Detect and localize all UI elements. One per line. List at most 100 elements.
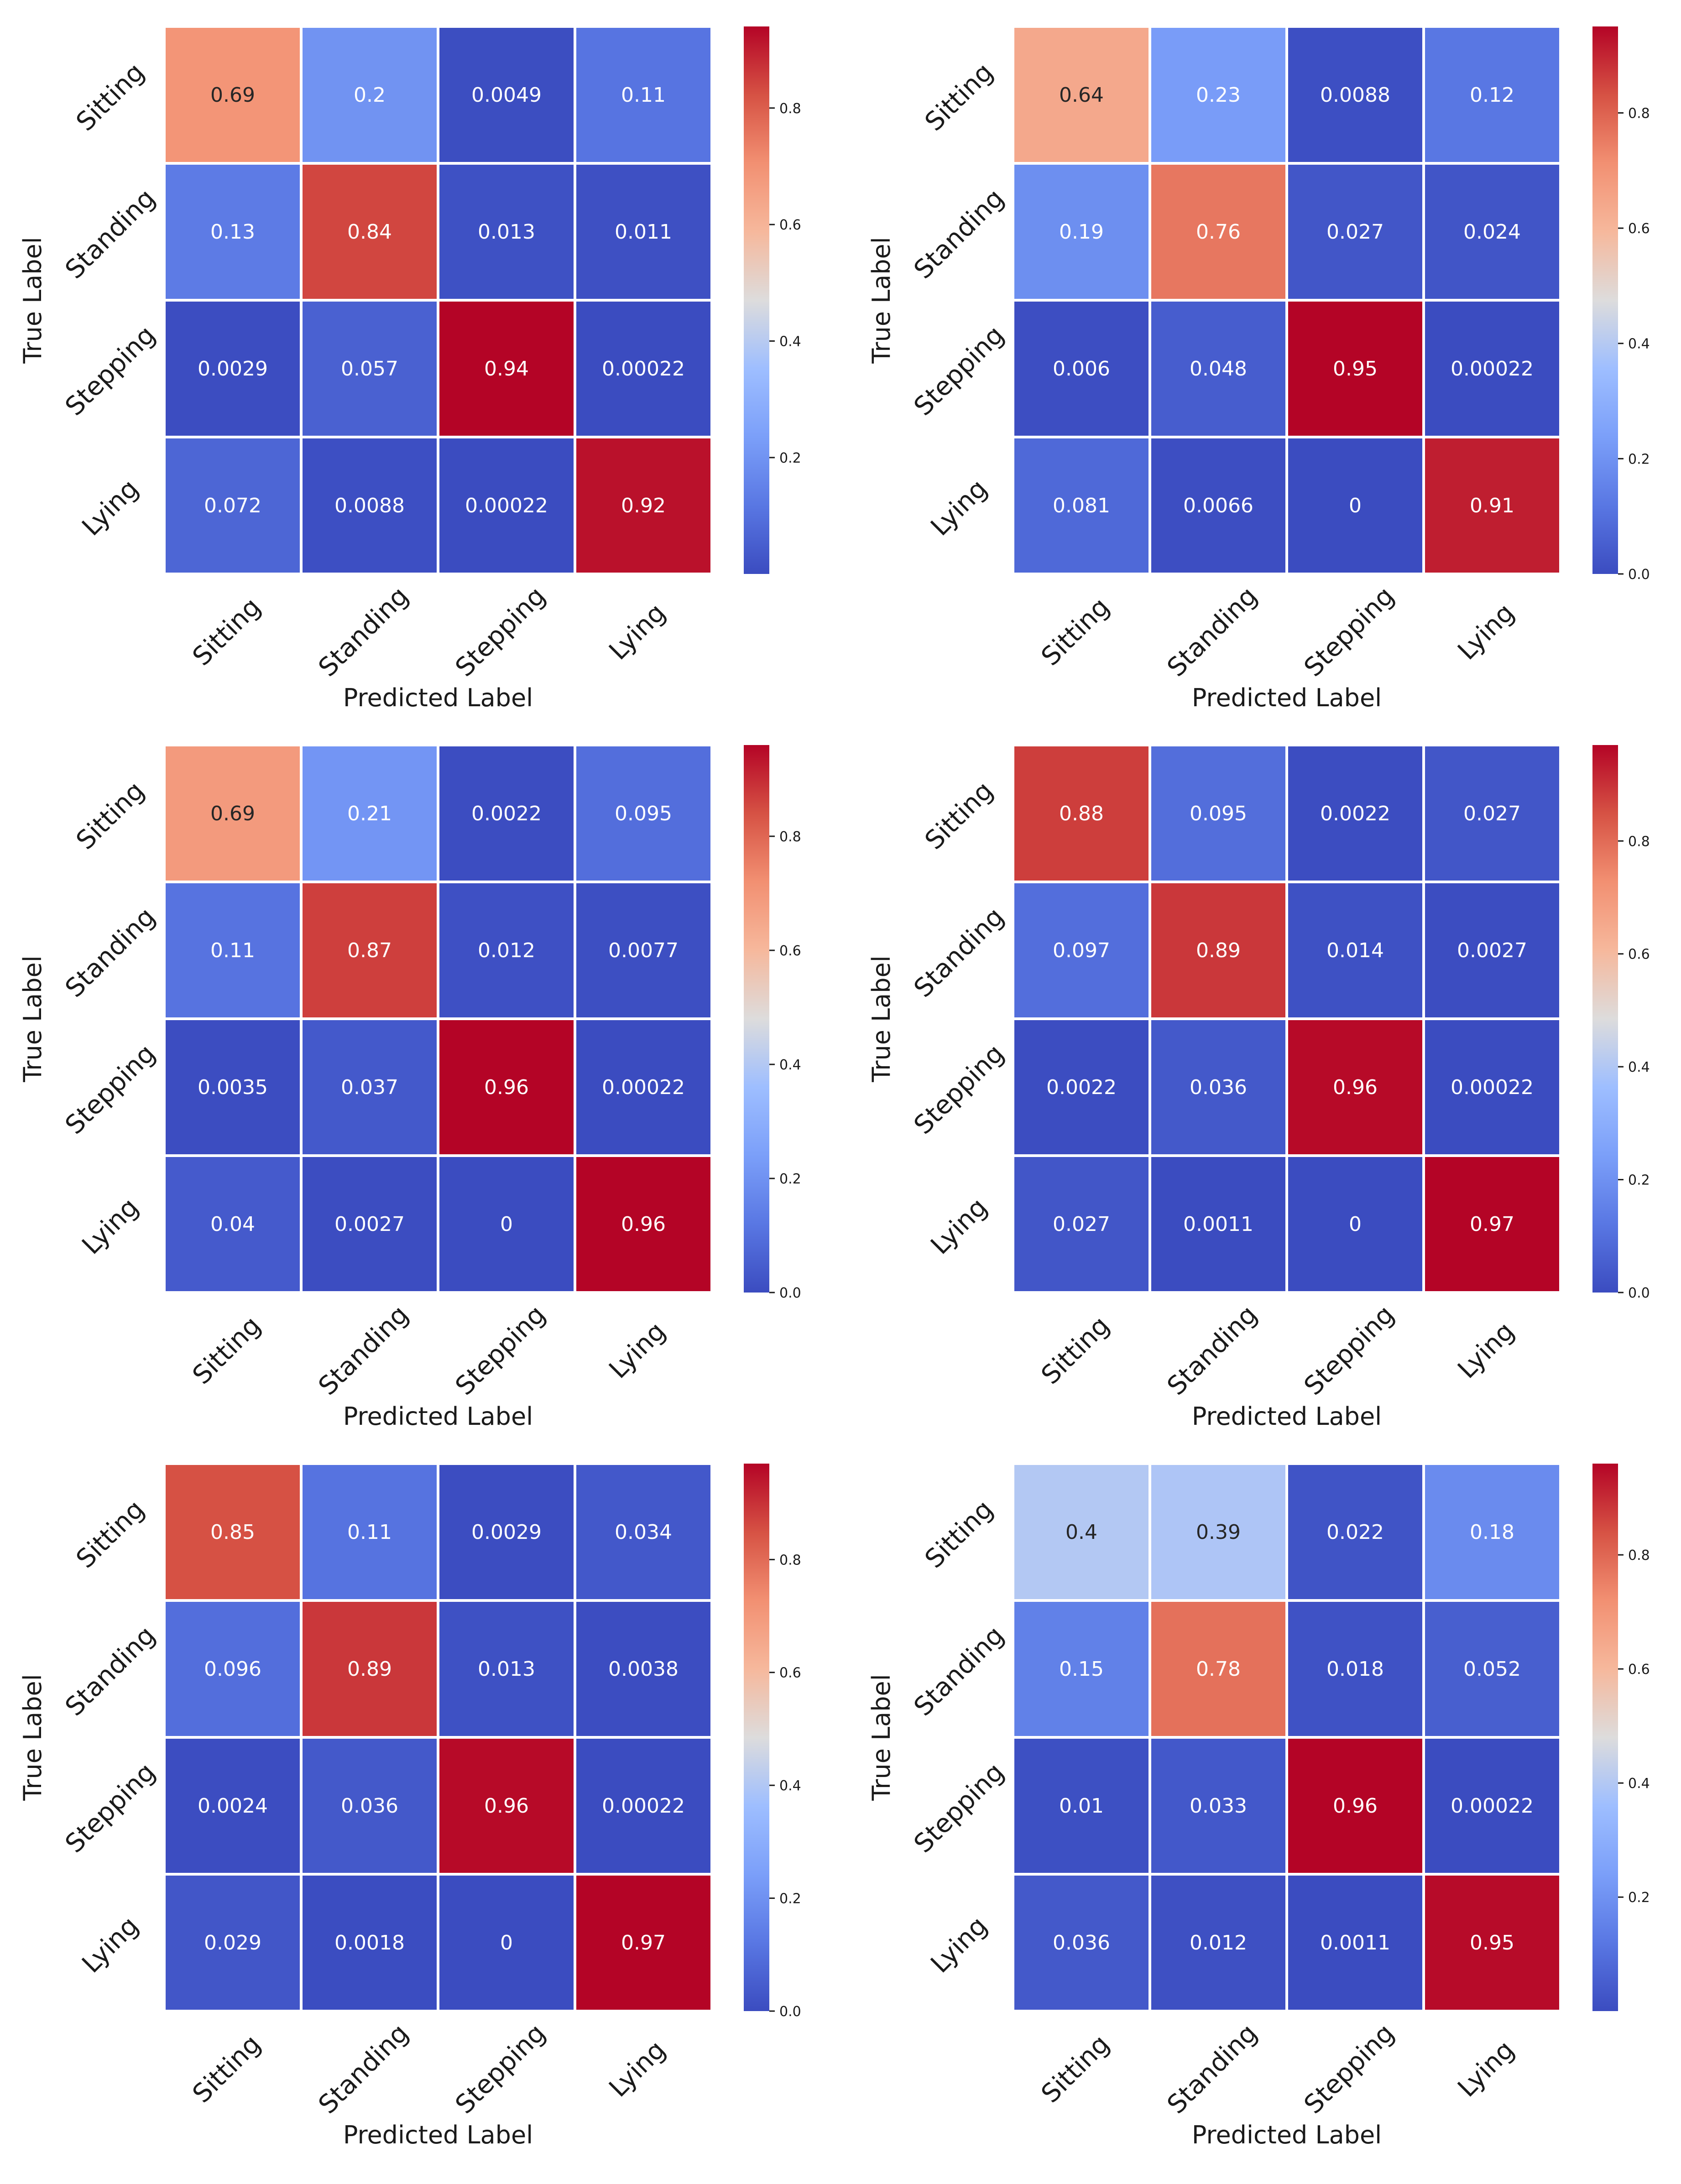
colorbar bbox=[744, 26, 769, 574]
y-tick-label: Stepping bbox=[908, 1757, 1010, 1859]
y-tick-label: Sitting bbox=[71, 776, 150, 855]
heatmap-cell bbox=[300, 299, 439, 438]
cell-value-label: 0.19 bbox=[1059, 220, 1104, 244]
cell-value-label: 0.0088 bbox=[334, 494, 405, 517]
heatmap-cell bbox=[1149, 162, 1288, 302]
cell-value-label: 0.014 bbox=[1326, 939, 1384, 962]
x-tick-label: Lying bbox=[1452, 2035, 1520, 2103]
cell-value-label: 0.027 bbox=[1326, 220, 1384, 244]
heatmap-cell bbox=[1149, 881, 1288, 1020]
cell-value-label: 0 bbox=[1349, 1213, 1362, 1236]
cell-value-label: 0.00022 bbox=[465, 494, 548, 517]
y-axis-title: True Label bbox=[867, 955, 896, 1083]
x-axis-title: Predicted Label bbox=[1192, 1402, 1382, 1431]
heatmap-cell bbox=[1422, 25, 1562, 165]
cell-value-label: 0.0088 bbox=[1320, 83, 1390, 107]
colorbar-tick-label: 0.2 bbox=[779, 1891, 801, 1907]
cell-value-label: 0.034 bbox=[615, 1521, 672, 1544]
x-tick-label: Sitting bbox=[1036, 1311, 1115, 1390]
heatmap-cell bbox=[574, 1736, 713, 1876]
cell-value-label: 0.13 bbox=[210, 220, 255, 244]
heatmap-cell bbox=[1149, 744, 1288, 883]
panel-c: 0.69 0.21 0.0022 0.095 0.11 0.87 0.012 0.0077 0.… bbox=[18, 744, 801, 1515]
y-tick-label: Stepping bbox=[60, 1039, 161, 1140]
y-tick-label: Sitting bbox=[919, 776, 999, 855]
y-axis-title: True Label bbox=[867, 237, 896, 364]
x-tick-label: Stepping bbox=[450, 1300, 551, 1401]
heatmap-cell bbox=[1149, 436, 1288, 575]
heatmap-cell bbox=[1012, 744, 1151, 883]
x-tick-label: Sitting bbox=[187, 592, 266, 672]
colorbar-tick-label: 0.2 bbox=[779, 450, 801, 466]
heatmap-cell bbox=[163, 436, 303, 575]
panel-d: 0.88 0.095 0.0022 0.027 0.097 0.89 0.014 0.0027… bbox=[867, 744, 1650, 1515]
heatmap-cell bbox=[163, 1462, 303, 1602]
heatmap-cell bbox=[1012, 1599, 1151, 1739]
cell-value-label: 0 bbox=[500, 1213, 513, 1236]
heatmap-cell bbox=[300, 25, 439, 165]
cell-value-label: 0.89 bbox=[347, 1658, 392, 1681]
cell-value-label: 0.0022 bbox=[1320, 802, 1390, 825]
colorbar-tick-label: 0.4 bbox=[1628, 336, 1650, 352]
x-tick-label: Sitting bbox=[1036, 2029, 1115, 2109]
cell-value-label: 0 bbox=[1349, 494, 1362, 517]
x-tick-label: Standing bbox=[313, 581, 414, 683]
cell-value-label: 0.024 bbox=[1463, 220, 1521, 244]
colorbar-tick-label: 0.6 bbox=[1628, 1662, 1650, 1678]
colorbar-tick-label: 0.2 bbox=[1628, 1173, 1650, 1188]
heatmap-cell bbox=[1012, 1736, 1151, 1876]
y-tick-label: Sitting bbox=[919, 1495, 999, 1574]
heatmap-cell bbox=[1422, 1736, 1562, 1876]
cell-value-label: 0.0024 bbox=[198, 1794, 268, 1818]
y-axis-title: True Label bbox=[18, 955, 47, 1083]
cell-value-label: 0.036 bbox=[1190, 1076, 1247, 1099]
cell-value-label: 0.022 bbox=[1326, 1521, 1384, 1544]
x-tick-label: Stepping bbox=[1299, 581, 1400, 683]
cell-value-label: 0.96 bbox=[1333, 1794, 1378, 1818]
y-tick-label: Standing bbox=[908, 1621, 1010, 1722]
heatmap-cell bbox=[1285, 299, 1425, 438]
colorbar-tick-label: 0.2 bbox=[779, 1171, 801, 1187]
heatmap-cell bbox=[300, 436, 439, 575]
x-tick-label: Stepping bbox=[1299, 2018, 1400, 2120]
cell-value-label: 0.85 bbox=[210, 1521, 255, 1544]
heatmap-cell bbox=[1149, 1154, 1288, 1294]
x-tick-label: Lying bbox=[603, 1316, 671, 1384]
x-axis-title: Predicted Label bbox=[343, 683, 533, 712]
y-tick-label: Stepping bbox=[908, 320, 1010, 422]
x-tick-label: Standing bbox=[1162, 1300, 1263, 1401]
cell-value-label: 0.96 bbox=[484, 1076, 529, 1099]
colorbar-tick-label: 0.4 bbox=[1628, 1059, 1650, 1075]
y-tick-label: Lying bbox=[76, 1911, 144, 1979]
heatmap-cell bbox=[574, 25, 713, 165]
heatmap-cell bbox=[1012, 1873, 1151, 2012]
x-tick-label: Lying bbox=[603, 2035, 671, 2103]
colorbar-tick-label: 0.8 bbox=[779, 1552, 801, 1568]
cell-value-label: 0.69 bbox=[210, 802, 255, 825]
y-tick-label: Stepping bbox=[60, 1757, 161, 1859]
cell-value-label: 0.036 bbox=[341, 1794, 398, 1818]
cell-value-label: 0.96 bbox=[1333, 1076, 1378, 1099]
x-tick-label: Lying bbox=[1452, 598, 1520, 666]
colorbar-tick-label: 0.6 bbox=[779, 943, 801, 959]
y-axis-title: True Label bbox=[867, 1674, 896, 1801]
y-tick-label: Standing bbox=[60, 902, 161, 1003]
heatmap-cell bbox=[1285, 1736, 1425, 1876]
colorbar-tick-label: 0.4 bbox=[1628, 1776, 1650, 1792]
heatmap-cell bbox=[300, 1154, 439, 1294]
y-axis-title: True Label bbox=[18, 237, 47, 364]
heatmap-cell bbox=[1422, 1873, 1562, 2012]
cell-value-label: 0.013 bbox=[478, 1658, 535, 1681]
panel-e: 0.85 0.11 0.0029 0.034 0.096 0.89 0.013 0.0038 0… bbox=[18, 1462, 801, 2149]
heatmap-cell bbox=[1149, 25, 1288, 165]
x-tick-label: Lying bbox=[603, 598, 671, 666]
cell-value-label: 0.15 bbox=[1059, 1658, 1104, 1681]
cell-value-label: 0.006 bbox=[1053, 357, 1110, 381]
x-axis-title: Predicted Label bbox=[343, 2121, 533, 2149]
heatmap-cell bbox=[437, 1462, 576, 1602]
cell-value-label: 0.84 bbox=[347, 220, 392, 244]
y-tick-label: Lying bbox=[76, 1192, 144, 1260]
cell-value-label: 0.0035 bbox=[198, 1076, 268, 1099]
x-axis-title: Predicted Label bbox=[343, 1402, 533, 1431]
cell-value-label: 0.0029 bbox=[471, 1521, 542, 1544]
